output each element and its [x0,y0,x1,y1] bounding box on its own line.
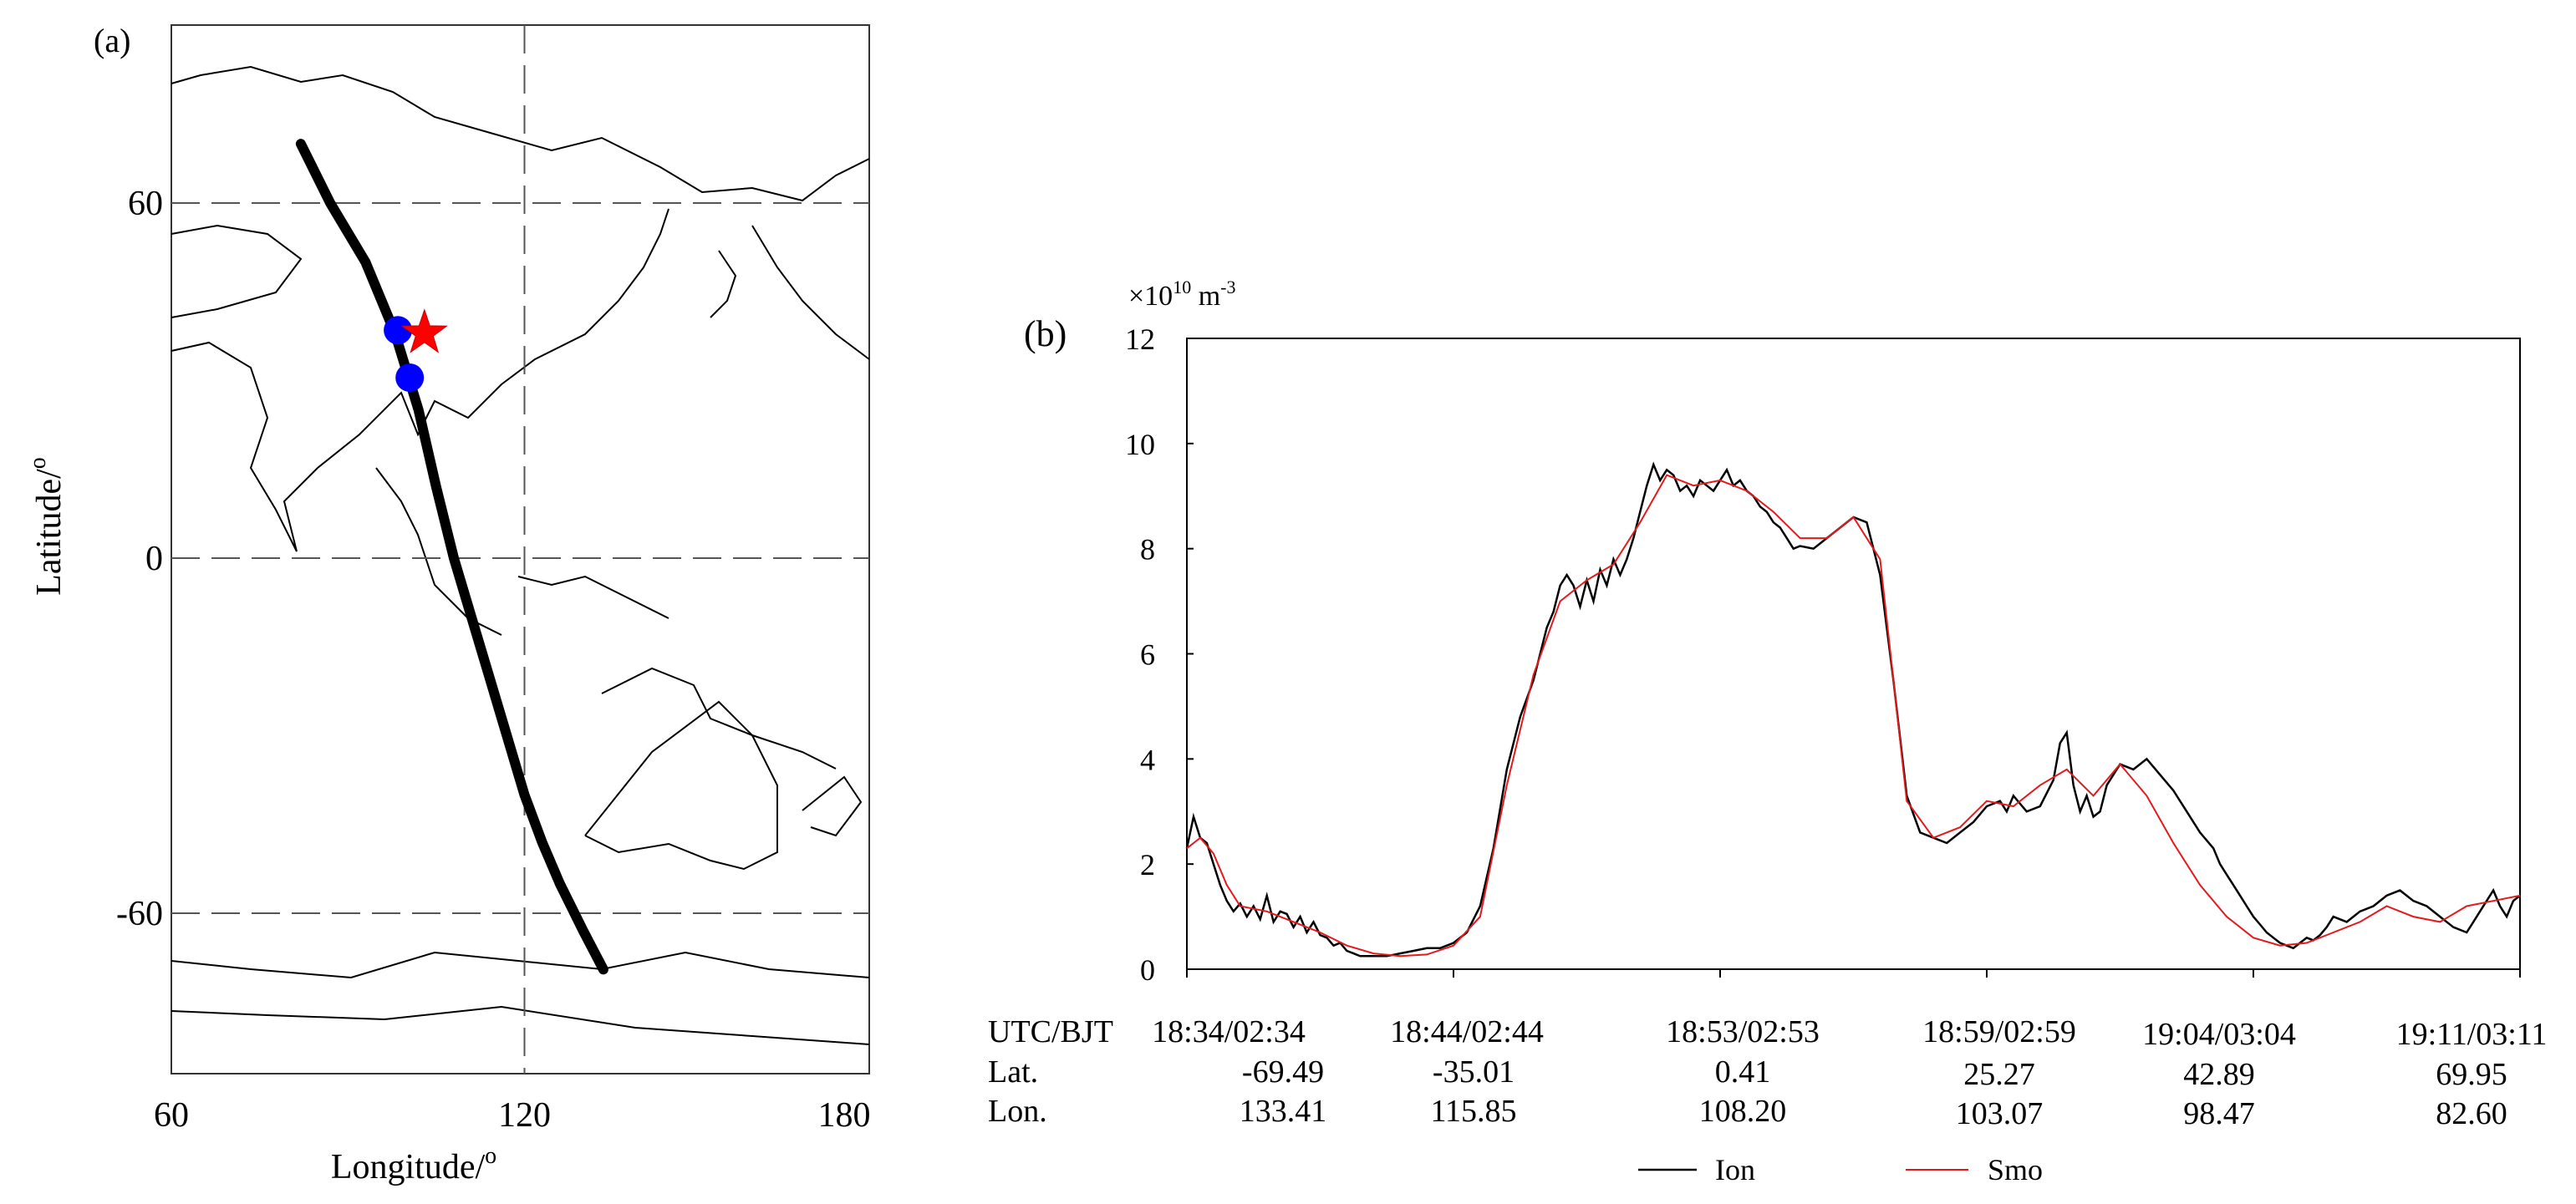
map-x-tick-label: 120 [498,1096,551,1135]
y-tick-label: 8 [1140,533,1155,566]
map-coastlines [171,65,870,1045]
y-tick-label: 12 [1125,323,1155,356]
coastline [710,250,737,318]
legend: Ion Smo [1638,1153,2043,1186]
series-smo-line [1186,474,2521,958]
track-point-marker [384,316,413,345]
legend-smo-label: Smo [1988,1153,2043,1186]
coastline [171,951,870,979]
coastline [171,224,303,318]
lon-cell: 115.85 [1430,1094,1516,1129]
lat-cell: -35.01 [1433,1054,1515,1090]
density-y-ticks: 0 2 4 6 8 10 12 [1125,323,1194,987]
panel-b-label: (b) [1024,313,1067,354]
lon-cell: 103.07 [1956,1096,2044,1131]
time-cell: 18:44/02:44 [1390,1014,1544,1049]
map-x-tick-labels: 60 120 180 [154,1096,871,1135]
lat-cell: 42.89 [2183,1057,2255,1092]
map-y-tick-label: -60 [116,895,163,933]
coastline [517,575,669,619]
coastline [171,1005,870,1045]
time-cell: 19:04/03:04 [2142,1017,2296,1052]
lon-cell: 108.20 [1699,1094,1787,1129]
map-y-tick-labels: 60 0 -60 [116,185,163,933]
time-cell: 18:59/02:59 [1922,1014,2076,1049]
map-gridlines [171,25,869,1074]
orbit-info-table: UTC/BJT Lat. Lon. 18:34/02:34 18:44/02:4… [988,1014,2547,1131]
map-y-tick-label: 0 [145,540,163,578]
panel-a: (a) 60 0 -60 60 120 180 Longitude/o Latitude… [25,22,871,1186]
panel-b: (b) ×1010 m-3 0 2 4 6 8 10 12 UTC/BJT Lat. Lon… [988,277,2547,1186]
legend-ion-label: Ion [1715,1153,1755,1186]
map-y-tick-label: 60 [128,185,163,223]
lat-cell: 69.95 [2436,1057,2507,1092]
time-cell: 18:34/02:34 [1152,1014,1306,1049]
series-ion-line [1185,461,2521,958]
coastline [171,65,870,202]
row-label-lat: Lat. [988,1054,1038,1090]
epicenter-star-icon [400,308,448,353]
lon-cell: 82.60 [2436,1096,2507,1131]
map-y-axis-label: Latitude/o [25,457,69,596]
track-point-marker [395,363,425,392]
y-tick-label: 2 [1140,848,1155,881]
lat-cell: 0.41 [1715,1054,1771,1090]
time-cell: 19:11/03:11 [2396,1017,2548,1052]
time-x-ticks [1186,969,2521,978]
map-x-tick-label: 60 [154,1096,189,1135]
density-unit-label: ×1010 m-3 [1128,277,1235,312]
coastline [171,208,669,552]
y-tick-label: 6 [1140,638,1155,672]
coastline [601,667,837,770]
coastline [802,775,863,837]
coastline [751,225,870,360]
time-cell: 18:53/02:53 [1666,1014,1820,1049]
map-x-axis-label: Longitude/o [331,1143,496,1186]
lat-cell: 25.27 [1963,1057,2035,1092]
lat-cell: -69.49 [1242,1054,1324,1090]
row-label-utc: UTC/BJT [988,1014,1113,1049]
y-tick-label: 10 [1125,428,1155,461]
map-frame [171,24,870,1074]
coastline [584,700,778,871]
row-label-lon: Lon. [988,1094,1047,1129]
satellite-track [295,139,608,975]
y-tick-label: 4 [1140,743,1155,776]
lon-cell: 98.47 [2183,1096,2255,1131]
map-x-tick-label: 180 [818,1096,871,1135]
track-points [384,316,425,392]
lon-cell: 133.41 [1240,1094,1327,1129]
plot-frame [1186,338,2521,970]
panel-a-label: (a) [94,22,130,59]
y-tick-label: 0 [1140,953,1155,987]
